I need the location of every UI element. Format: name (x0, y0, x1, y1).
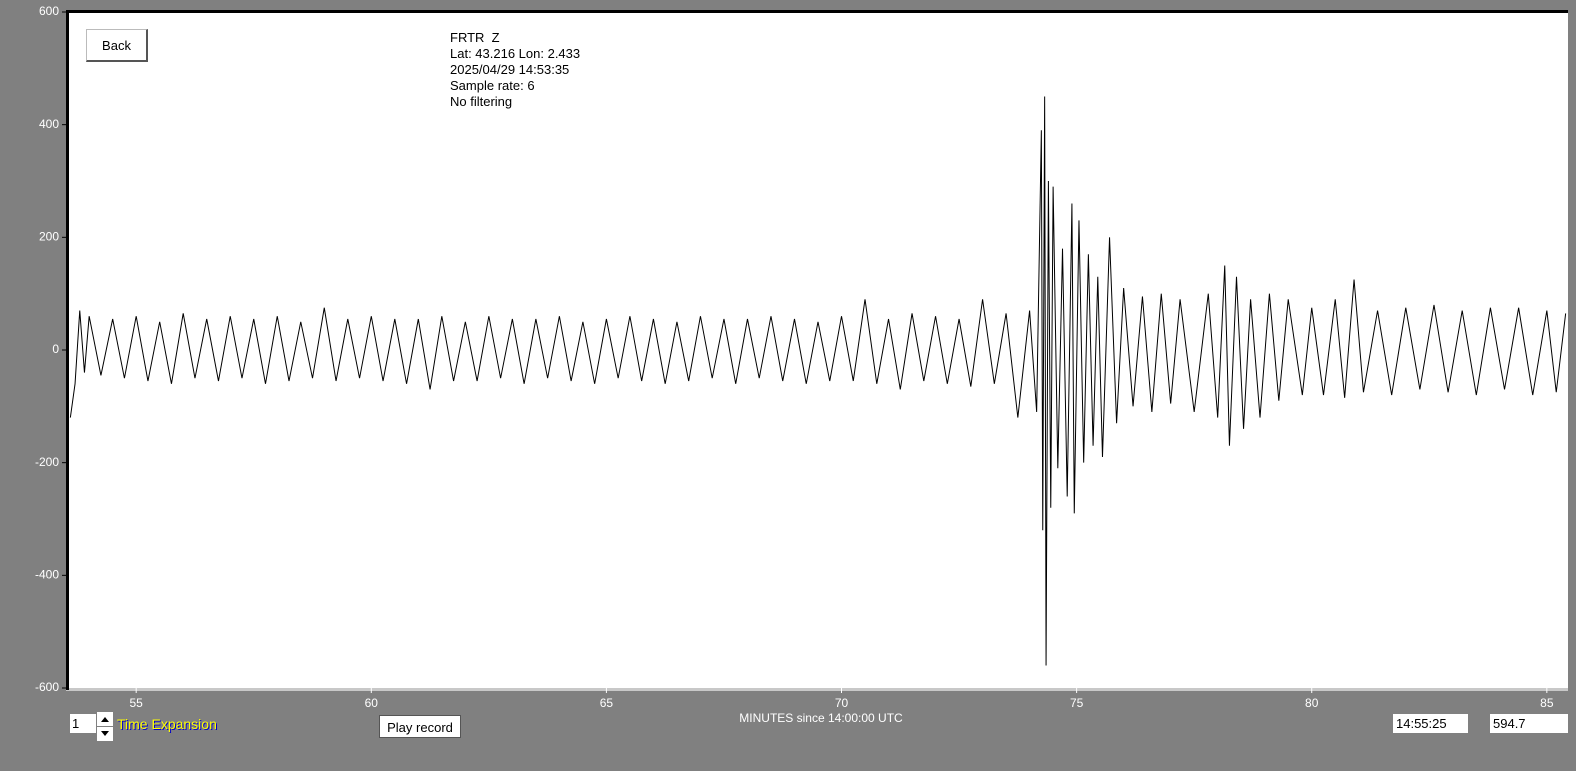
x-tick-label: 80 (1305, 696, 1319, 710)
expansion-input[interactable]: 1 (70, 714, 96, 733)
play-button[interactable]: Play record (379, 715, 461, 738)
expansion-label: Time Expansion (117, 716, 217, 732)
plot-bottom-edge (66, 688, 1568, 691)
x-tick-label: 75 (1070, 696, 1084, 710)
y-tick-label: 600 (39, 4, 59, 18)
y-tick-label: 0 (52, 342, 59, 356)
x-axis-label: MINUTES since 14:00:00 UTC (739, 711, 903, 725)
datetime: 2025/04/29 14:53:35 (450, 62, 570, 77)
x-tick-label: 85 (1540, 696, 1554, 710)
y-tick-label: 400 (39, 117, 59, 131)
trace-info: FRTR Z Lat: 43.216 Lon: 2.433 2025/04/29… (450, 30, 580, 110)
x-tick-label: 70 (835, 696, 849, 710)
x-tick-label: 55 (130, 696, 144, 710)
plot-area (68, 12, 1568, 688)
location: Lat: 43.216 Lon: 2.433 (450, 46, 581, 61)
time-display: 14:55:25 (1393, 714, 1468, 733)
filter: No filtering (450, 94, 513, 109)
y-tick-label: -600 (35, 680, 59, 694)
sample-rate: Sample rate: 6 (450, 78, 535, 93)
station: FRTR Z (450, 30, 500, 45)
value-display: 594.7 (1490, 714, 1568, 733)
waveform (69, 96, 1567, 666)
back-button[interactable]: Back (86, 29, 148, 62)
y-tick-label: -400 (35, 568, 59, 582)
x-tick-label: 65 (600, 696, 614, 710)
y-tick-label: 200 (39, 230, 59, 244)
plot-top-border (66, 10, 1568, 13)
x-tick-label: 60 (365, 696, 379, 710)
y-tick-label: -200 (35, 455, 59, 469)
